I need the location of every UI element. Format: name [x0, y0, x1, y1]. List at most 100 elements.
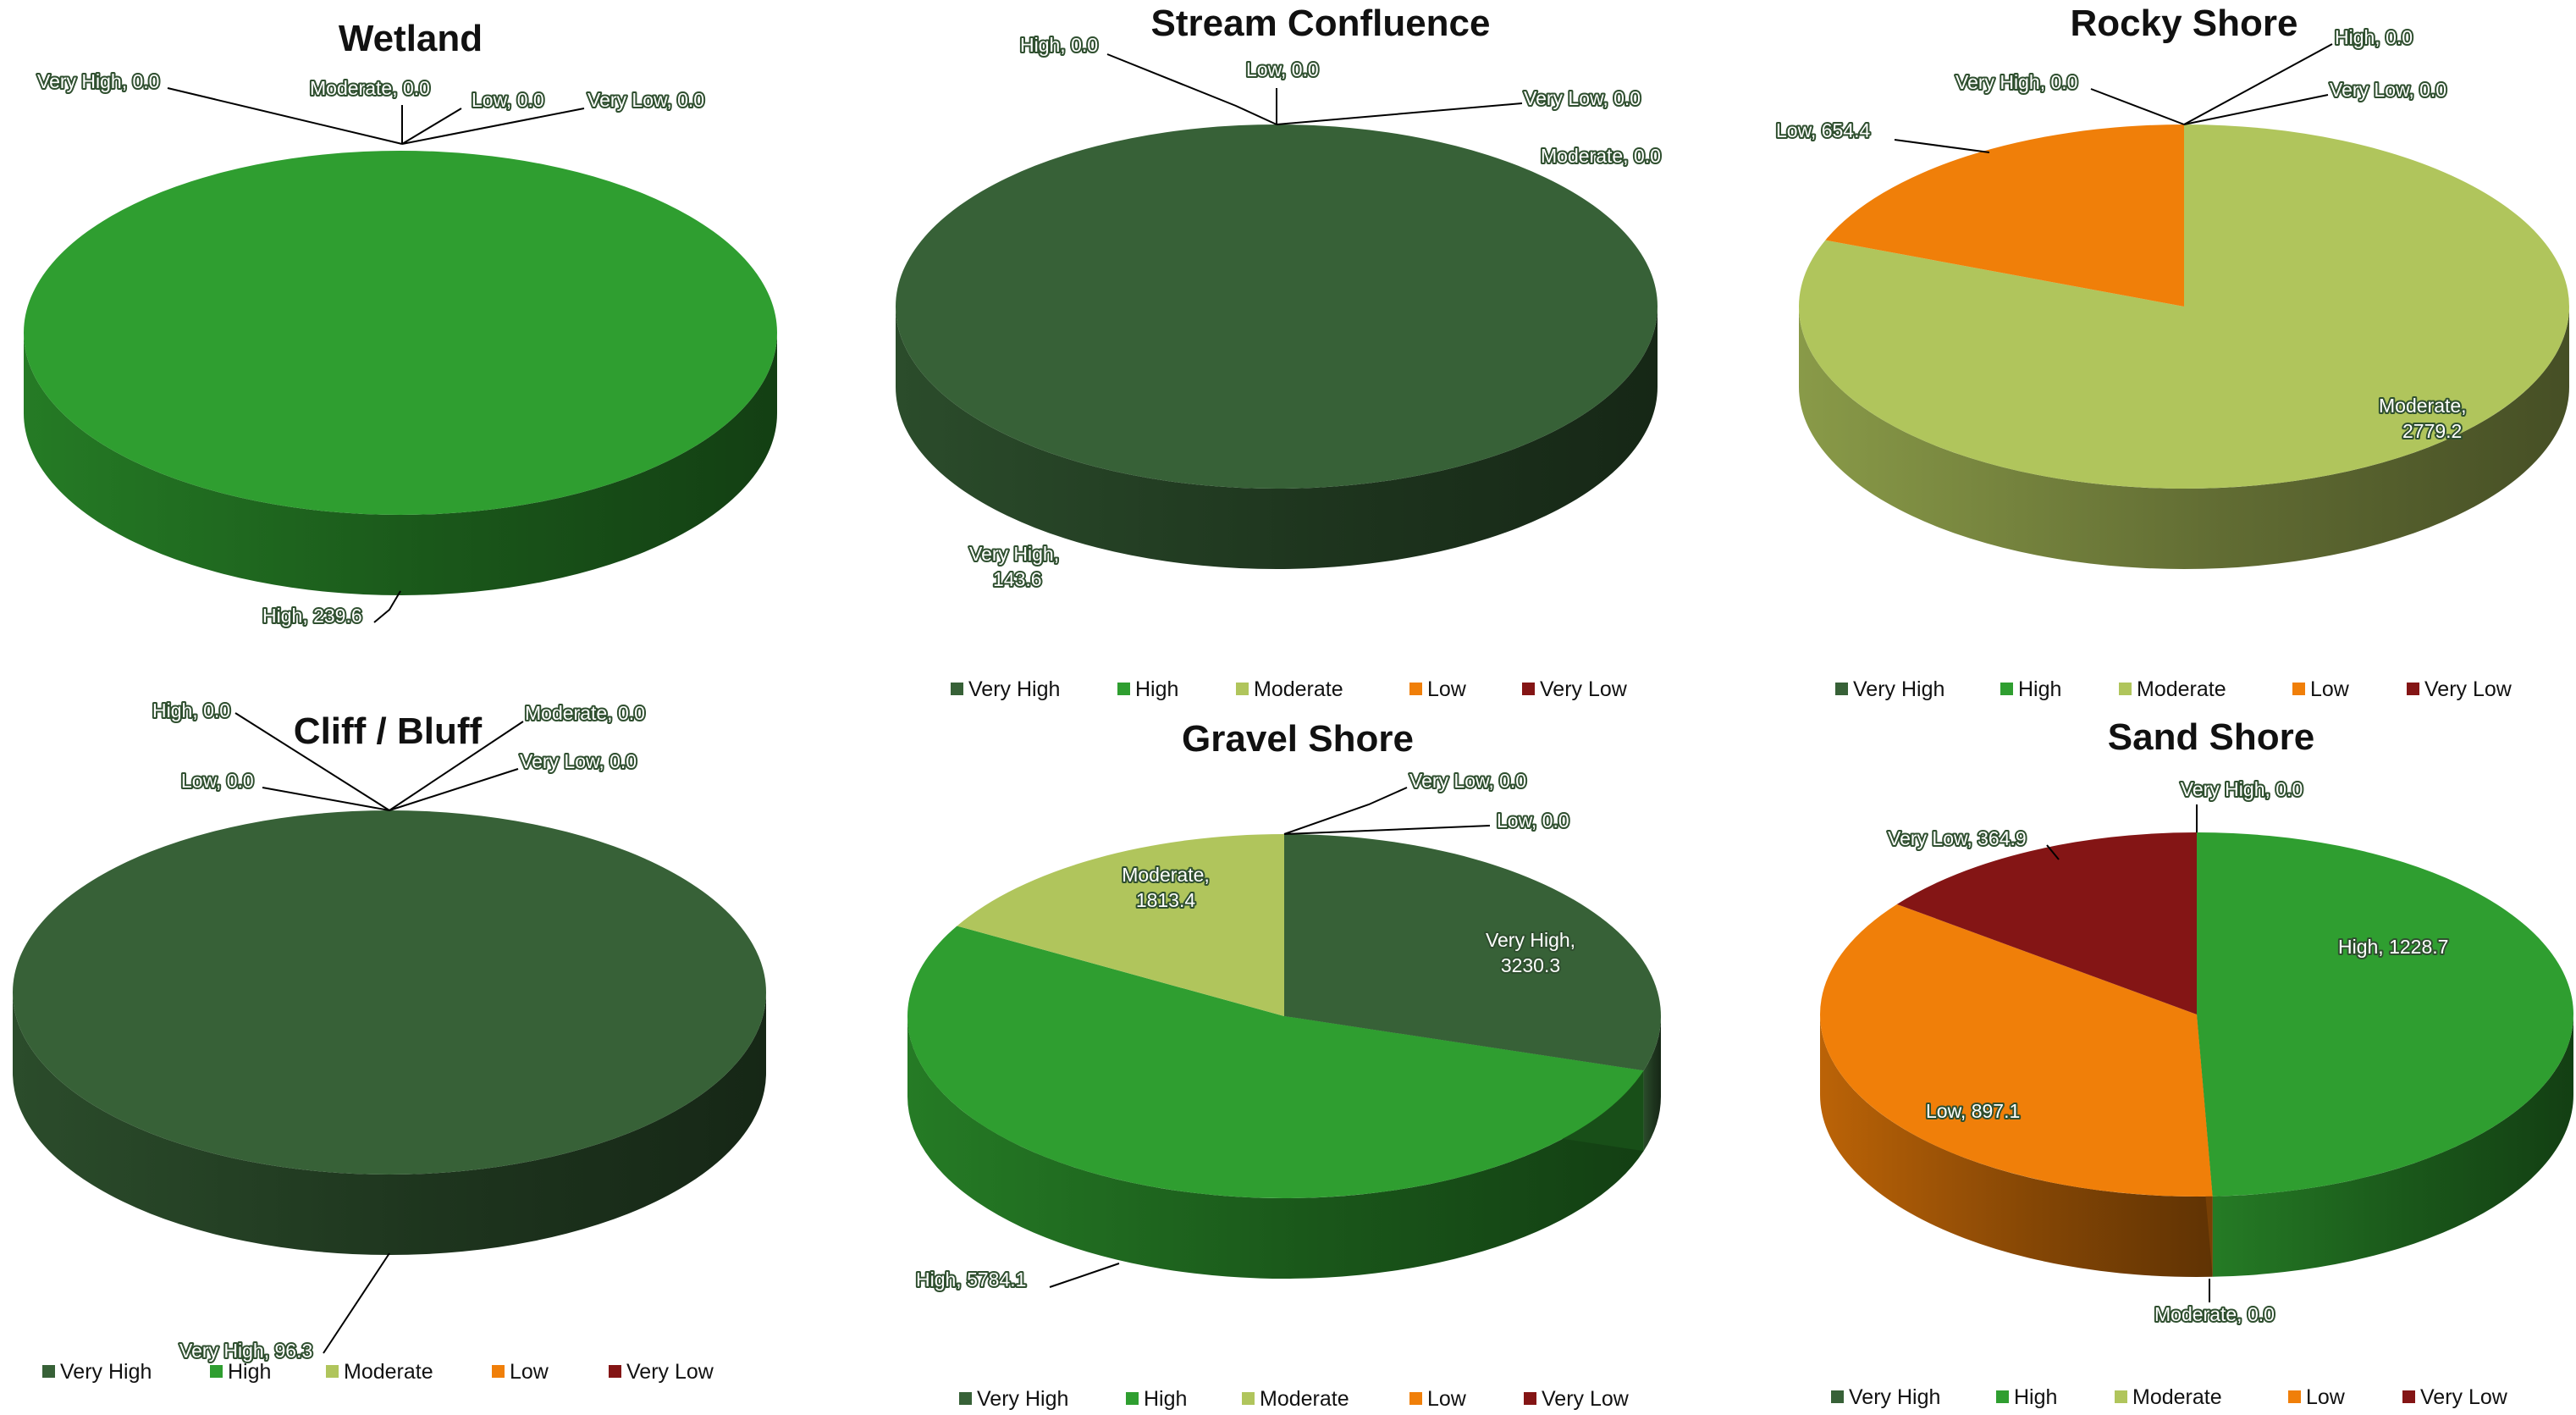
legend-swatch — [42, 1365, 55, 1378]
legend-swatch — [1831, 1390, 1844, 1403]
legend-label: Very High — [60, 1360, 152, 1384]
legend-label: Very High — [968, 677, 1060, 701]
data-label-moderate: Moderate, 2779.2 — [2379, 395, 2467, 442]
legend-item-very-low: Very Low — [2407, 677, 2513, 701]
chart-legend: Very High High Moderate Low Very Low — [951, 677, 1628, 701]
legend-swatch — [2288, 1390, 2301, 1403]
chart-legend: Very High High Moderate Low Very Low — [42, 1360, 714, 1384]
legend-item-moderate: Moderate — [1236, 677, 1343, 701]
legend-label: Very High — [977, 1387, 1068, 1411]
data-labels: Very High, 3230.3 High, 5784.1 Moderate, 181… — [914, 768, 1577, 1292]
pie-slice-very-high — [1284, 834, 1661, 1071]
data-label-moderate: Moderate, 0.0 — [310, 77, 430, 99]
chart-title: Rocky Shore — [2071, 3, 2298, 44]
legend-swatch — [210, 1365, 223, 1378]
legend-label: Moderate — [2132, 1385, 2222, 1409]
pie-chart-stream-confluence: Stream Confluence Very High, 143.6 High, 0.… — [896, 3, 1663, 701]
data-label-very-high: Very High, 143.6 — [969, 543, 1059, 590]
legend-item-very-high: Very High — [42, 1360, 152, 1384]
leader-line — [1283, 825, 1491, 835]
data-label-high: High, 1228.7 — [2338, 936, 2448, 958]
legend-swatch — [1242, 1392, 1255, 1405]
legend-item-high: High — [1126, 1387, 1187, 1411]
legend-label: Very Low — [1542, 1387, 1630, 1411]
legend-label: Moderate — [2137, 677, 2226, 701]
legend-item-very-low: Very Low — [1524, 1387, 1630, 1411]
chart-title: Wetland — [339, 18, 483, 59]
legend-label: High — [2018, 677, 2061, 701]
leader-line — [262, 787, 390, 811]
legend-swatch — [2407, 683, 2419, 695]
pie-slice-moderate — [1798, 124, 2569, 489]
legend-label: Very Low — [2420, 1385, 2508, 1409]
legend-swatch — [1126, 1392, 1139, 1405]
leader-line — [167, 87, 403, 145]
legend-label: High — [228, 1360, 271, 1384]
legend-item-moderate: Moderate — [2119, 677, 2226, 701]
legend-item-high: High — [1996, 1385, 2057, 1409]
leader-line — [1106, 53, 1277, 125]
legend-item-very-high: Very High — [951, 677, 1060, 701]
data-label-very-high: Very High, 0.0 — [2181, 778, 2303, 800]
legend-label: Low — [2310, 677, 2350, 701]
data-label-low: Low, 0.0 — [181, 770, 254, 792]
data-label-high: High, 239.6 — [262, 605, 362, 627]
pie-chart-rocky-shore: Rocky Shore Very High, 0.0 High, 0.0 Modera… — [1774, 3, 2569, 701]
pie-side-moderate — [1799, 307, 2569, 569]
pie-slice-very-high — [13, 810, 766, 1175]
pie-side-high — [24, 333, 777, 595]
pie-slice-high — [2197, 832, 2574, 1197]
data-label-low: Low, 654.4 — [1776, 119, 1870, 141]
pie-side-very-high — [13, 992, 766, 1255]
legend-swatch — [1409, 683, 1422, 695]
data-label-low: Low, 897.1 — [1926, 1100, 2020, 1122]
leader-line — [1894, 139, 1990, 153]
pie-side-very-high — [896, 307, 1658, 569]
chart-title: Stream Confluence — [1151, 3, 1491, 44]
legend-item-low: Low — [1409, 677, 1467, 701]
data-label-low: Low, 0.0 — [472, 89, 544, 111]
pie-slice-very-low — [1896, 832, 2197, 1014]
legend-label: Low — [1427, 677, 1467, 701]
legend-label: Very Low — [626, 1360, 714, 1384]
pie-top-faces — [1798, 124, 2569, 489]
legend-item-low: Low — [2292, 677, 2350, 701]
legend-swatch — [959, 1392, 972, 1405]
data-label-very-high: Very High, 3230.3 — [1486, 929, 1575, 976]
chart-title: Gravel Shore — [1182, 718, 1414, 760]
legend-item-very-high: Very High — [1831, 1385, 1940, 1409]
data-label-very-high: Very High, 96.3 — [179, 1340, 312, 1362]
legend-item-low: Low — [492, 1360, 549, 1384]
legend-swatch — [951, 683, 963, 695]
pie-side-high — [2212, 1014, 2573, 1277]
legend-label: Very Low — [2424, 677, 2513, 701]
legend-swatch — [1835, 683, 1848, 695]
legend-swatch — [1409, 1392, 1422, 1405]
legend-swatch — [2292, 683, 2305, 695]
legend-item-very-low: Very Low — [609, 1360, 714, 1384]
leader-line — [389, 768, 519, 811]
data-label-moderate: Moderate, 0.0 — [1541, 145, 1661, 167]
legend-item-moderate: Moderate — [326, 1360, 433, 1384]
data-label-very-low: Very Low, 0.0 — [1524, 87, 1641, 109]
data-label-very-low: Very Low, 0.0 — [520, 750, 637, 772]
legend-label: Very Low — [1540, 677, 1628, 701]
legend-item-high: High — [210, 1360, 271, 1384]
legend-swatch — [1996, 1390, 2009, 1403]
legend-label: High — [1144, 1387, 1187, 1411]
leader-line — [373, 590, 401, 623]
leader-line — [234, 712, 390, 811]
legend-item-very-high: Very High — [1835, 677, 1944, 701]
legend-label: Very High — [1849, 1385, 1940, 1409]
leader-line — [389, 721, 524, 811]
legend-label: Low — [2306, 1385, 2346, 1409]
leader-line — [401, 108, 585, 145]
chart-legend: Very High High Moderate Low Very Low — [1831, 1385, 2508, 1409]
leader-line — [1276, 102, 1523, 125]
chart-title: Cliff / Bluff — [294, 710, 483, 752]
pie-side-walls — [896, 307, 1658, 569]
data-label-very-high: Very High, 0.0 — [1955, 71, 2077, 93]
pie-slice-low — [1819, 904, 2213, 1197]
legend-item-very-low: Very Low — [2402, 1385, 2508, 1409]
